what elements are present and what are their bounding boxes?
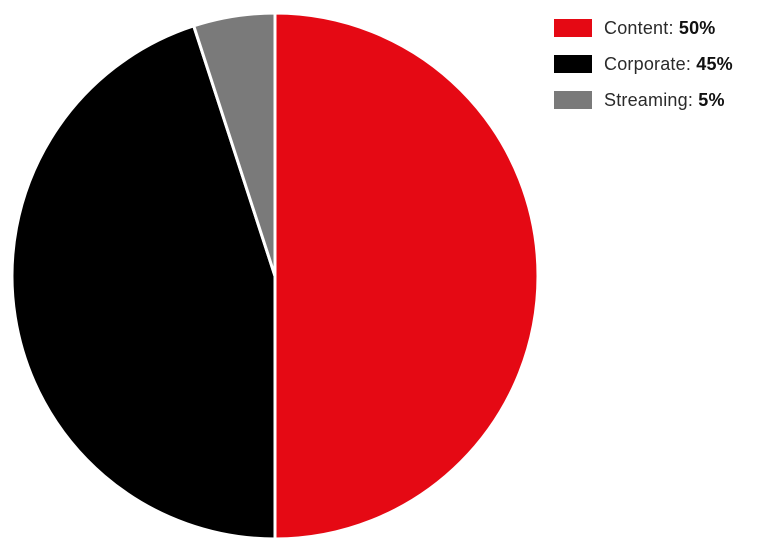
legend-item-content: Content: 50% [554,18,733,38]
pie-slice-corporate [10,24,277,538]
pie-plot [10,11,540,538]
legend-item-streaming: Streaming: 5% [554,90,733,110]
pie-slice-streaming [192,11,277,278]
legend-value-corporate: 45% [696,53,733,74]
legend-label-streaming: Streaming: [604,89,694,110]
legend-text-content: Content: 50% [604,18,716,39]
legend-item-corporate: Corporate: 45% [554,54,733,74]
legend-text-corporate: Corporate: 45% [604,54,733,75]
chart-legend: Content: 50% Corporate: 45% Streaming: 5… [554,18,733,126]
legend-swatch-corporate [554,55,592,73]
legend-text-streaming: Streaming: 5% [604,90,725,111]
legend-label-corporate: Corporate: [604,53,692,74]
pie-slice-content [273,11,540,538]
legend-value-streaming: 5% [698,89,725,110]
legend-swatch-content [554,19,592,37]
legend-label-content: Content: [604,17,674,38]
legend-swatch-streaming [554,91,592,109]
legend-value-content: 50% [678,17,716,38]
